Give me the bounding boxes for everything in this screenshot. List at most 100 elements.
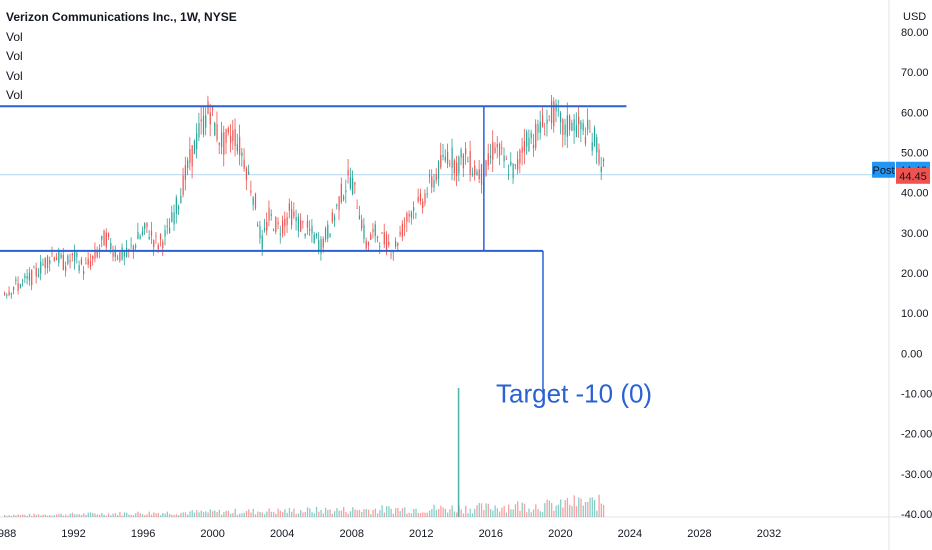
- candle-body: [410, 211, 413, 218]
- volume-bar: [385, 506, 388, 517]
- candle-body: [381, 232, 383, 234]
- candle-body: [10, 293, 12, 295]
- candle-body: [44, 258, 46, 268]
- volume-bar: [535, 504, 537, 517]
- candle-body: [532, 144, 535, 149]
- volume-bar: [293, 508, 295, 517]
- volume-bar: [363, 509, 365, 517]
- volume-bar: [320, 509, 322, 517]
- volume-bar: [501, 507, 503, 517]
- candle-body: [383, 232, 385, 245]
- candle-body: [157, 244, 159, 250]
- volume-bar: [232, 512, 234, 517]
- candle-body: [119, 252, 121, 261]
- y-tick-label: 60.00: [901, 107, 929, 119]
- y-tick-label: 10.00: [901, 308, 929, 320]
- candle-body: [15, 279, 17, 282]
- candle-body: [575, 125, 578, 138]
- candle-body: [376, 236, 379, 239]
- volume-bar: [58, 514, 60, 517]
- volume-bar: [336, 508, 338, 517]
- volume-bar: [209, 509, 211, 517]
- candle-body: [94, 249, 96, 259]
- volume-bar: [55, 514, 58, 517]
- volume-bar: [114, 513, 117, 517]
- volume-bar: [205, 511, 207, 517]
- candle-body: [55, 257, 58, 261]
- y-tick-label: 70.00: [901, 67, 929, 79]
- volume-bar: [541, 512, 544, 517]
- legend-row-vol-2: Vol: [6, 49, 23, 63]
- candle-body: [6, 294, 8, 296]
- volume-bar: [288, 508, 291, 517]
- volume-bar: [257, 511, 259, 517]
- volume-bar: [578, 497, 580, 517]
- volume-bar: [241, 513, 243, 517]
- volume-bar: [220, 514, 223, 517]
- candle-body: [28, 272, 31, 281]
- candle-body: [503, 155, 505, 162]
- volume-bar: [187, 514, 189, 517]
- candle-body: [128, 249, 130, 250]
- candle-body: [526, 131, 528, 147]
- volume-bar: [575, 506, 578, 517]
- volume-bar: [413, 509, 415, 517]
- candle-body: [291, 208, 293, 225]
- volume-bar: [374, 508, 376, 517]
- volume-bar: [119, 511, 121, 517]
- volume-bar: [372, 509, 374, 517]
- volume-bar: [474, 508, 476, 517]
- volume-bar: [580, 498, 582, 517]
- volume-bar: [171, 514, 173, 517]
- volume-bar: [110, 515, 112, 517]
- candle-body: [437, 161, 440, 180]
- volume-bar: [252, 508, 254, 517]
- candle-body: [248, 171, 250, 175]
- candle-body: [67, 255, 69, 264]
- volume-bar: [117, 515, 119, 517]
- volume-bar: [532, 509, 535, 517]
- candle-body: [105, 232, 107, 248]
- volume-bar: [431, 509, 433, 517]
- volume-bar: [428, 510, 431, 517]
- candle-body: [164, 230, 166, 237]
- candle-body: [98, 248, 101, 250]
- volume-bar: [13, 514, 15, 517]
- x-tick-label: 2012: [409, 528, 433, 540]
- candle-body: [71, 253, 74, 256]
- volume-bar: [259, 511, 261, 517]
- volume-bar: [487, 503, 489, 517]
- candle-body: [329, 233, 331, 238]
- target-annotation: Target -10 (0): [496, 379, 652, 409]
- volume-bar: [517, 501, 519, 517]
- candle-body: [322, 238, 324, 248]
- chart-title: Verizon Communications Inc., 1W, NYSE: [6, 10, 237, 24]
- volume-bar: [35, 514, 37, 517]
- volume-bar: [471, 513, 474, 517]
- candle-body: [385, 235, 388, 253]
- candle-body: [395, 241, 397, 247]
- volume-bar: [395, 508, 397, 517]
- candle-body: [65, 266, 67, 272]
- volume-bar: [401, 508, 404, 517]
- volume-bar: [453, 511, 456, 517]
- volume-bar: [557, 504, 560, 517]
- volume-bar: [560, 499, 562, 517]
- candle-body: [252, 197, 254, 205]
- y-tick-label: -40.00: [901, 509, 932, 521]
- candle-body: [150, 231, 153, 236]
- candle-body: [489, 155, 492, 158]
- volume-bar: [164, 513, 166, 517]
- volume-bar: [150, 514, 153, 517]
- candle-body: [141, 231, 144, 235]
- candle-body: [279, 233, 281, 235]
- volume-bar: [354, 509, 356, 517]
- x-tick-label: 2004: [270, 528, 294, 540]
- volume-bar: [383, 512, 386, 517]
- candle-body: [107, 233, 110, 237]
- candle-body: [367, 241, 370, 246]
- volume-bar: [184, 512, 187, 517]
- candle-body: [74, 250, 76, 262]
- volume-bar: [426, 512, 428, 517]
